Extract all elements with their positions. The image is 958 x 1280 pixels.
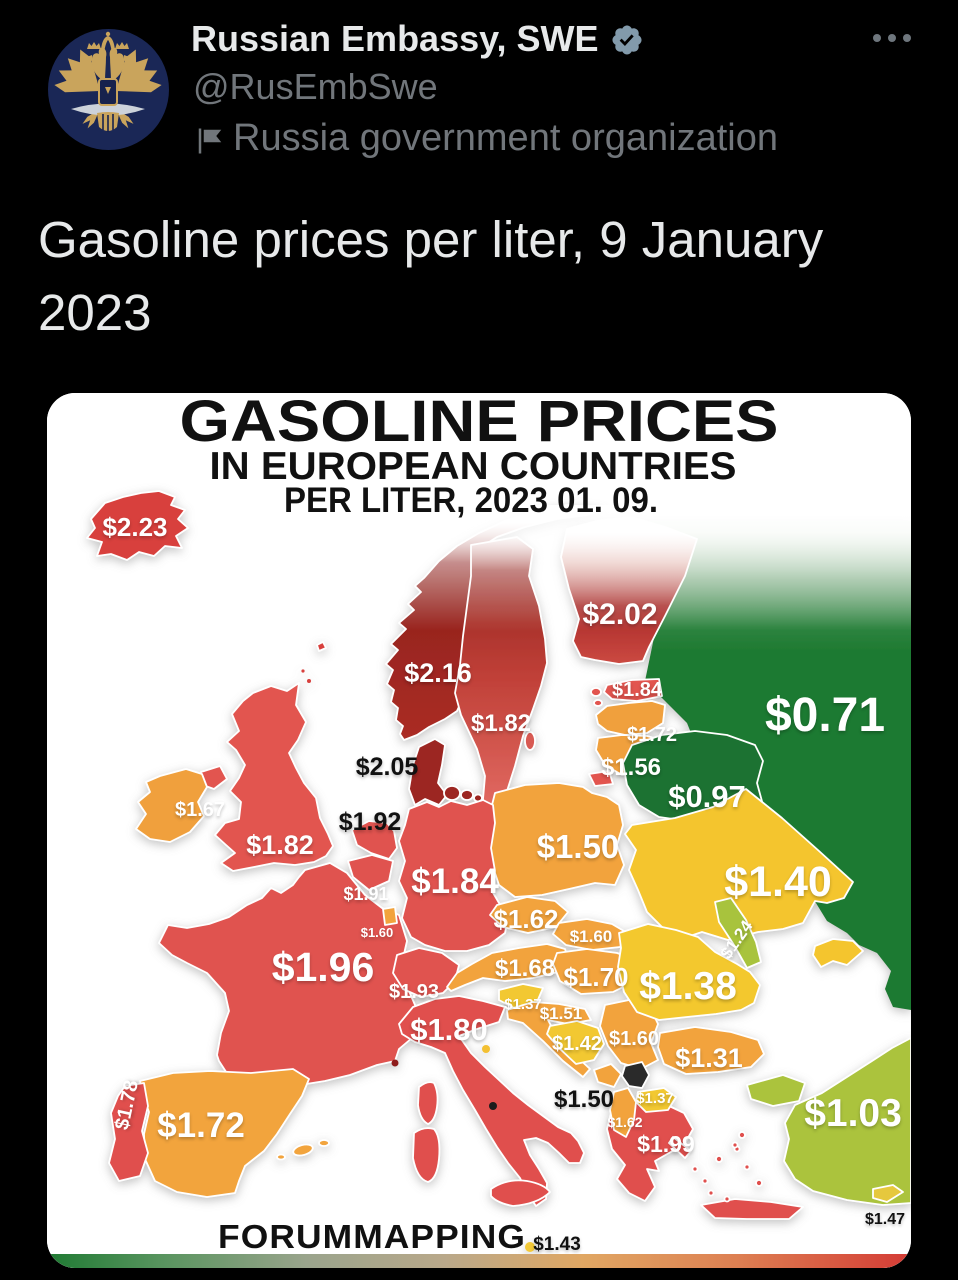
svg-text:$2.05: $2.05	[356, 753, 419, 781]
svg-text:$1.40: $1.40	[724, 858, 832, 906]
svg-text:$1.31: $1.31	[675, 1043, 743, 1073]
svg-text:$1.47: $1.47	[865, 1211, 905, 1228]
svg-text:$0.97: $0.97	[668, 779, 746, 814]
svg-text:$1.80: $1.80	[410, 1012, 488, 1047]
svg-text:$1.93: $1.93	[389, 981, 439, 1003]
svg-text:IN EUROPEAN COUNTRIES: IN EUROPEAN COUNTRIES	[210, 445, 737, 488]
svg-text:$1.70: $1.70	[563, 962, 628, 992]
svg-text:$1.68: $1.68	[495, 955, 555, 982]
svg-text:$2.16: $2.16	[404, 658, 472, 688]
svg-text:$1.42: $1.42	[552, 1033, 602, 1055]
svg-text:$1.91: $1.91	[343, 884, 388, 904]
svg-text:$1.84: $1.84	[612, 679, 663, 701]
svg-text:$1.84: $1.84	[411, 862, 499, 901]
svg-text:$1.62: $1.62	[493, 904, 558, 934]
svg-text:$1.50: $1.50	[554, 1086, 614, 1113]
svg-text:$2.02: $2.02	[582, 598, 657, 631]
svg-text:$1.60: $1.60	[570, 927, 613, 946]
svg-text:$1.72: $1.72	[627, 724, 677, 746]
svg-text:$1.67: $1.67	[175, 799, 225, 821]
svg-text:PER LITER, 2023 01. 09.: PER LITER, 2023 01. 09.	[284, 481, 658, 520]
svg-text:$1.43: $1.43	[533, 1234, 581, 1255]
svg-text:$1.03: $1.03	[804, 1092, 902, 1135]
svg-text:$1.60: $1.60	[361, 925, 394, 940]
svg-text:$1.56: $1.56	[601, 754, 661, 781]
svg-text:$1.37: $1.37	[636, 1090, 674, 1107]
svg-text:$1.50: $1.50	[537, 828, 620, 865]
svg-text:$1.92: $1.92	[339, 808, 402, 836]
svg-text:$1.37: $1.37	[504, 996, 542, 1013]
svg-text:$0.71: $0.71	[765, 689, 885, 742]
svg-text:$1.82: $1.82	[246, 830, 314, 860]
svg-text:$1.62: $1.62	[607, 1114, 642, 1130]
svg-text:$2.23: $2.23	[102, 512, 167, 542]
svg-text:GASOLINE PRICES: GASOLINE PRICES	[180, 393, 779, 454]
svg-text:$1.72: $1.72	[157, 1106, 245, 1145]
svg-text:$1.82: $1.82	[471, 710, 531, 737]
svg-text:$1.51: $1.51	[540, 1004, 583, 1023]
svg-text:$1.99: $1.99	[637, 1131, 695, 1157]
svg-text:$1.96: $1.96	[272, 944, 375, 990]
svg-text:FORUMMAPPING: FORUMMAPPING	[218, 1218, 526, 1255]
svg-text:$1.60: $1.60	[609, 1028, 659, 1050]
svg-text:$1.38: $1.38	[639, 965, 737, 1008]
